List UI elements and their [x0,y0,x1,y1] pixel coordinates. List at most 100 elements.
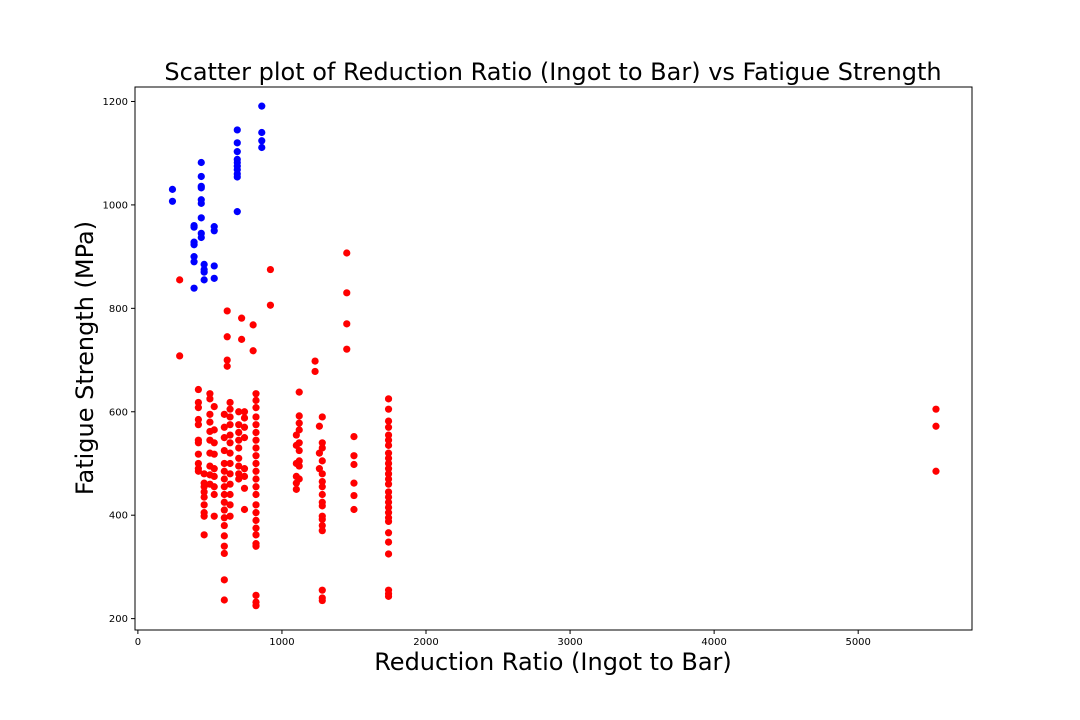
x-tick-label: 0 [135,637,141,648]
scatter-point-red [252,531,260,539]
scatter-point-red [206,410,214,418]
scatter-point-red [210,402,218,411]
scatter-point-red [252,509,260,517]
scatter-point-red [318,490,326,499]
scatter-point-blue [190,258,198,266]
scatter-point-red [292,485,300,493]
scatter-point-red [194,415,202,424]
scatter-point-red [238,335,246,343]
scatter-point-red [384,449,393,457]
scatter-point-red [210,512,218,520]
scatter-point-red [223,307,231,315]
y-axis-ticks: 200 400 600 800 1000 1200 [103,97,135,625]
y-axis-label: Fatigue Strength (MPa) [71,221,99,495]
scatter-point-red [220,506,228,514]
scatter-point-red [240,414,249,422]
scatter-point-red [311,357,319,365]
scatter-point-red [384,493,393,501]
y-tick-label: 1200 [103,97,128,108]
scatter-point-red [210,465,218,473]
scatter-point-red [318,413,326,421]
x-axis-label: Reduction Ratio (Ingot to Bar) [374,648,732,676]
scatter-point-blue [200,268,208,276]
scatter-point-red [226,413,234,421]
scatter-point-red [226,405,234,413]
scatter-point-red [220,475,228,483]
scatter-point-blue [197,158,205,167]
scatter-point-red [350,432,358,441]
scatter-point-blue [233,148,241,156]
scatter-point-red [384,509,393,517]
scatter-point-blue [233,139,241,147]
scatter-point-red [252,490,260,499]
scatter-point-red [311,367,319,376]
scatter-point-red [384,454,393,462]
scatter-point-red [295,439,303,447]
scatter-point-red [226,512,234,520]
scatter-point-red [220,423,228,431]
scatter-point-red [176,352,184,360]
scatter-point-red [210,483,218,491]
scatter-point-red [932,405,940,413]
scatter-point-red [384,529,393,537]
scatter-point-red [200,512,208,520]
scatter-point-red [226,398,234,407]
scatter-point-blue [258,137,266,145]
scatter-point-red [252,483,260,491]
scatter-point-blue [190,223,198,231]
scatter-point-blue [190,241,198,249]
scatter-point-red [210,490,218,499]
scatter-point-red [200,493,208,501]
scatter-point-red [384,459,393,468]
scatter-point-red [240,434,249,442]
scatter-point-red [384,488,393,496]
scatter-point-red [252,591,260,599]
scatter-point-red [194,421,202,429]
scatter-point-red [194,467,202,475]
scatter-point-red [384,503,393,512]
scatter-point-red [206,418,214,426]
scatter-point-red [252,467,260,475]
scatter-point-red [240,484,249,492]
scatter-point-red [932,467,940,475]
scatter-point-red [384,480,393,488]
scatter-point-red [176,276,184,284]
scatter-point-red [252,428,260,437]
scatter-point-red [350,452,358,460]
scatter-point-red [220,410,228,418]
scatter-point-blue [258,102,266,110]
scatter-point-red [318,477,326,486]
scatter-point-red [226,459,234,468]
scatter-point-red [295,457,303,465]
scatter-point-red [226,421,234,429]
scatter-point-red [223,333,231,341]
y-tick-label: 600 [109,407,128,418]
scatter-point-red [252,452,260,460]
scatter-point-red [220,514,228,522]
scatter-point-red [238,314,246,322]
scatter-point-red [220,467,228,475]
scatter-point-red [384,417,393,425]
scatter-point-red [226,449,234,457]
scatter-point-red [252,542,260,550]
scatter-point-red [384,405,393,413]
scatter-point-red [384,436,393,444]
scatter-point-blue [233,173,241,181]
scatter-point-red [235,454,243,462]
scatter-point-red [295,412,303,420]
scatter-point-red [318,596,326,605]
scatter-point-red [240,408,249,416]
scatter-point-red [350,491,358,500]
scatter-point-red [295,475,303,483]
x-tick-label: 5000 [845,637,870,648]
scatter-point-blue [190,253,198,261]
scatter-point-blue [210,262,218,270]
scatter-point-red [226,480,234,488]
scatter-point-red [200,488,208,496]
scatter-point-red [295,388,303,396]
scatter-point-red [384,538,393,546]
scatter-point-red [252,436,260,444]
scatter-point-red [235,470,243,478]
